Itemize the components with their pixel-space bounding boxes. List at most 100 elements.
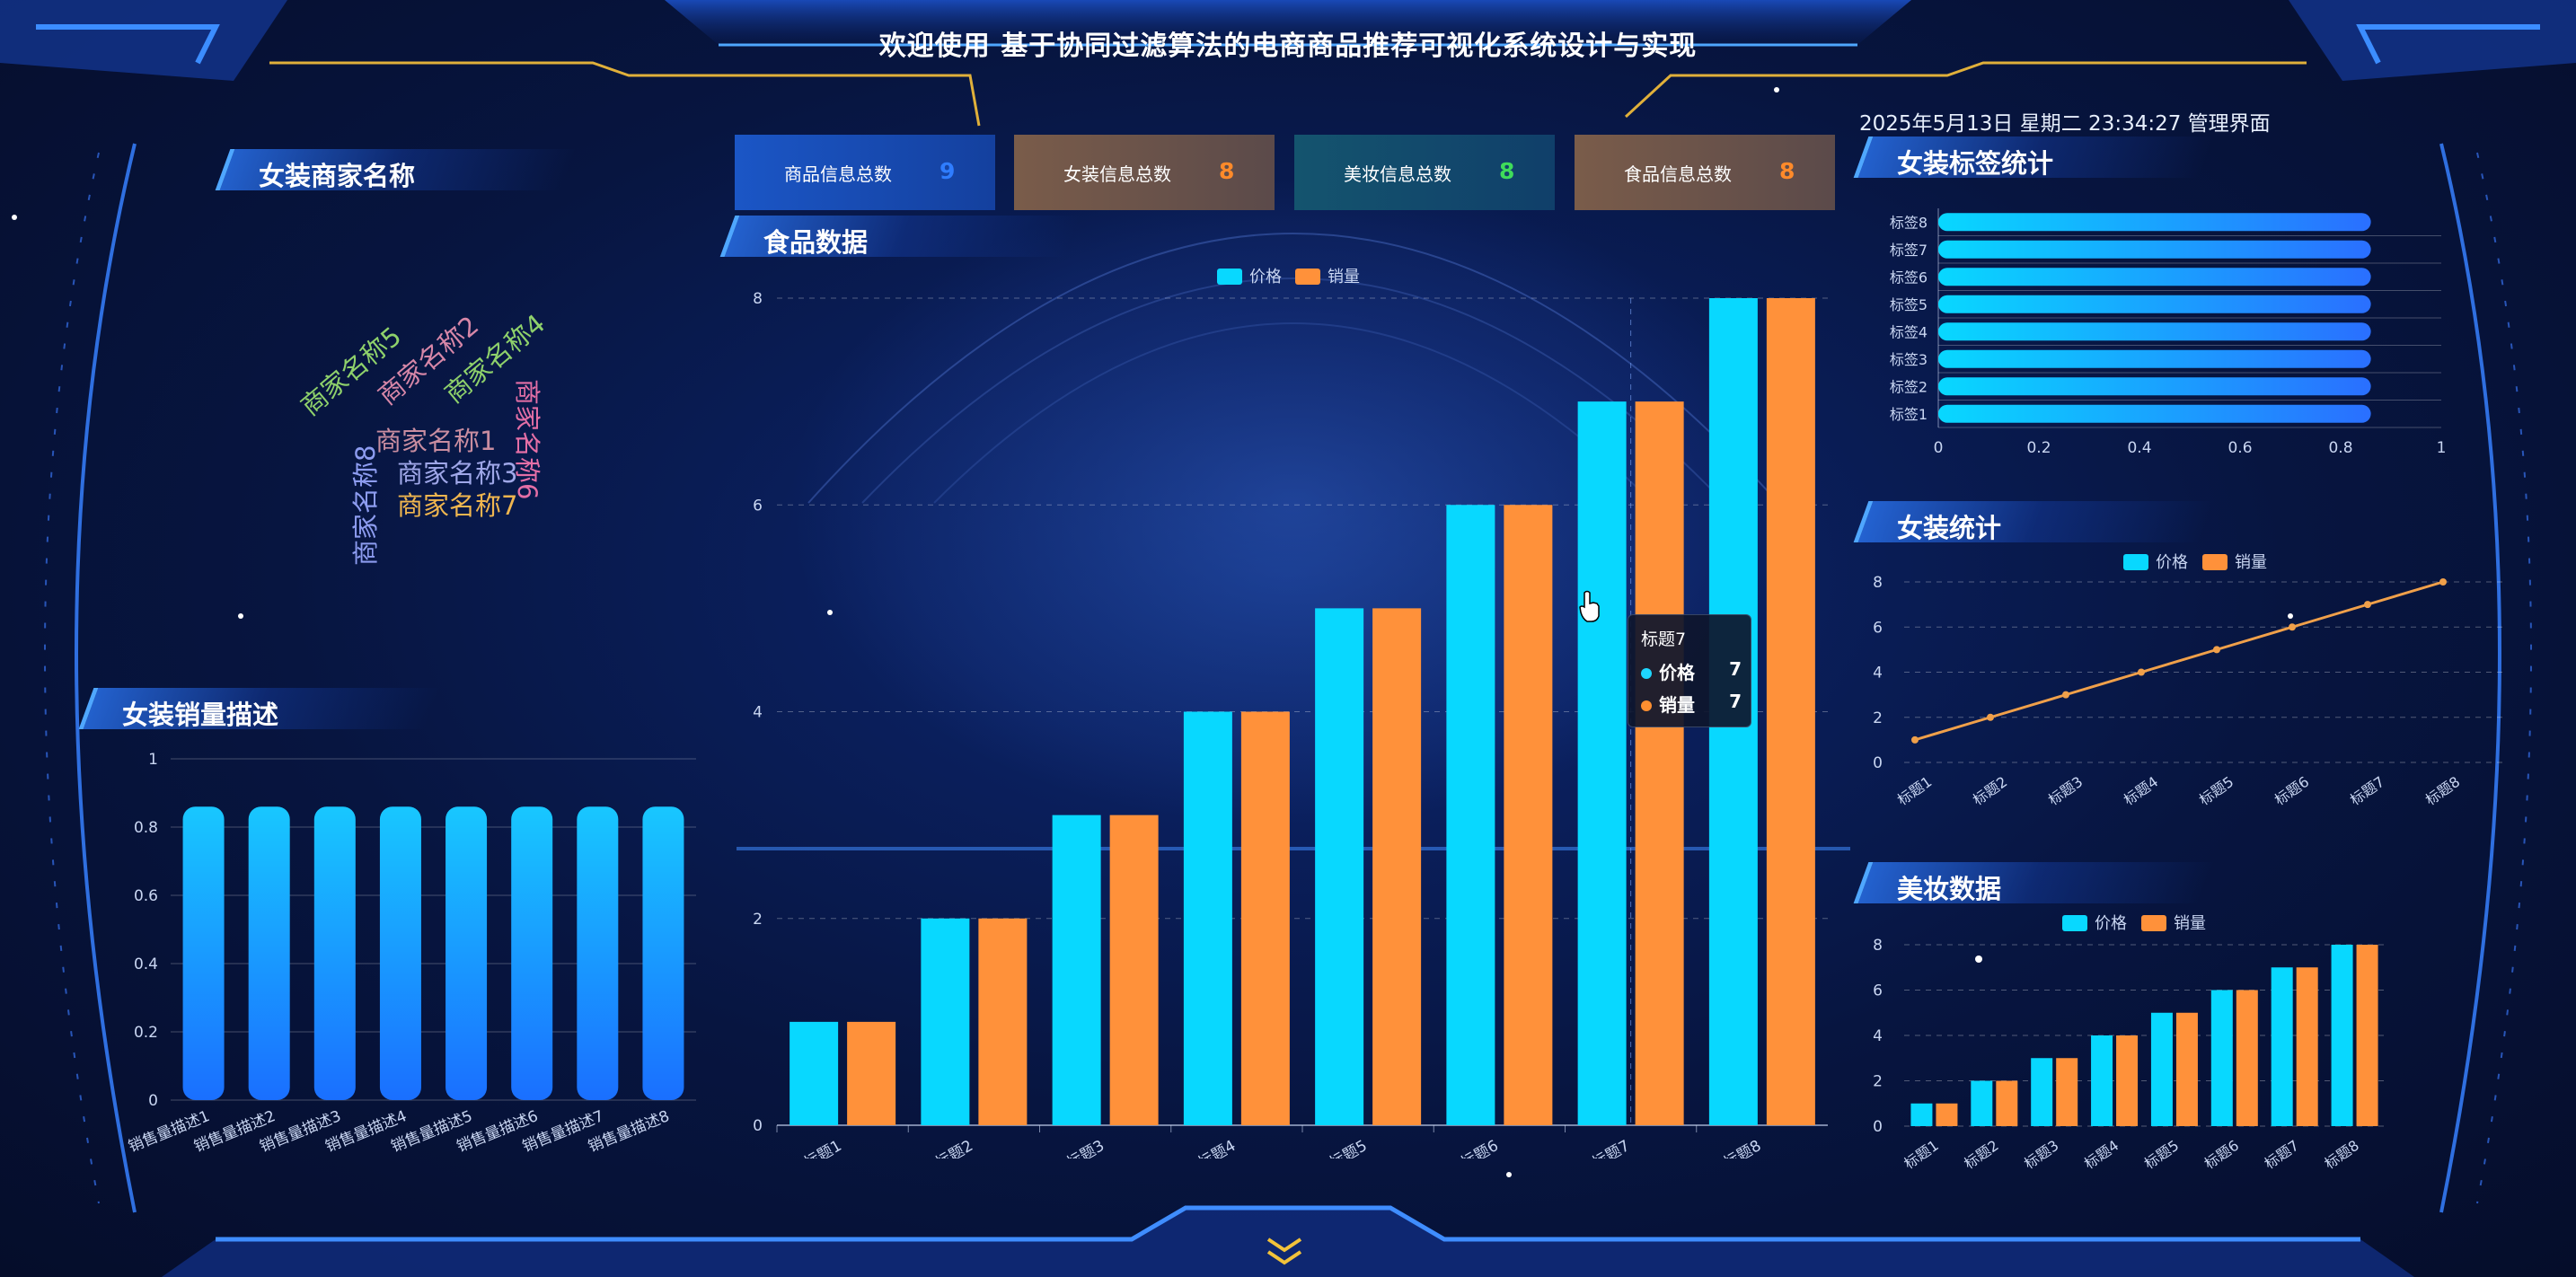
line-sales bbox=[1914, 580, 2444, 742]
x-tick-label: 标题7 bbox=[2262, 1137, 2302, 1173]
tooltip-row-price: 价格 7 bbox=[1641, 658, 1742, 684]
sales-desc-chart: 00.20.40.60.81销售量描述1销售量描述2销售量描述3销售量描述4销售… bbox=[126, 751, 696, 1157]
x-tick-label: 标题6 bbox=[2272, 773, 2312, 809]
bar-sales bbox=[1936, 1103, 1958, 1126]
bar bbox=[1938, 377, 2371, 396]
word-merchant-6: 商家名称6 bbox=[512, 379, 543, 500]
panel-title-sales-desc: 女装销量描述 bbox=[78, 688, 446, 730]
bar bbox=[642, 806, 684, 1100]
bar-sales bbox=[2116, 1035, 2139, 1126]
tooltip-title: 标题7 bbox=[1641, 630, 1687, 649]
y-tick-label: 0.4 bbox=[134, 956, 158, 973]
merchant-wordcloud: 商家名称5 商家名称2 商家名称4 商家名称1 商家名称3 商家名称7 商家名称… bbox=[269, 296, 593, 602]
stat-value: 8 bbox=[1499, 158, 1515, 184]
x-tick-label: 0.6 bbox=[2228, 439, 2252, 457]
bar bbox=[577, 806, 619, 1100]
x-tick-label: 标题5 bbox=[2196, 773, 2236, 809]
stat-value: 8 bbox=[1219, 158, 1235, 184]
y-tick-label: 2 bbox=[1873, 1073, 1883, 1091]
x-tick-label: 0.4 bbox=[2127, 439, 2151, 457]
tags-chart: 0 0.2 0.4 0.6 0.8 1 标签1 标签2 标签3 标签4 标签5 标签6 标签7 标签8 bbox=[1890, 208, 2447, 457]
stat-label: 商品信息总数 bbox=[784, 163, 892, 185]
x-tick-label: 标题8 bbox=[2321, 1137, 2361, 1173]
x-tick-label: 标题6 bbox=[2201, 1137, 2242, 1173]
panel-title-food: 食品数据 bbox=[719, 216, 1087, 258]
bar bbox=[1938, 404, 2371, 423]
bar-price bbox=[2210, 990, 2233, 1126]
point-sales bbox=[2213, 646, 2220, 654]
x-tick-label: 标题3 bbox=[2021, 1137, 2061, 1173]
y-tick-label: 0 bbox=[1873, 754, 1883, 772]
bar-sales bbox=[1109, 815, 1159, 1125]
stat-card-beauty[interactable]: 美妆信息总数 8 bbox=[1294, 135, 1555, 210]
legend-sales[interactable]: 销量 bbox=[2141, 911, 2206, 934]
x-tick-label: 标题7 bbox=[1589, 1137, 1633, 1158]
y-tick-label: 标签1 bbox=[1890, 406, 1928, 423]
bar-price bbox=[1577, 401, 1627, 1125]
bar-price bbox=[1971, 1080, 1993, 1126]
y-tick-label: 2 bbox=[1873, 709, 1883, 727]
legend-sales[interactable]: 销量 bbox=[2202, 550, 2267, 573]
x-tick-label: 标题8 bbox=[2422, 773, 2463, 809]
bar-sales bbox=[1996, 1080, 2018, 1126]
legend-swatch bbox=[2202, 554, 2228, 570]
word-merchant-1: 商家名称1 bbox=[375, 426, 497, 456]
bar bbox=[1938, 213, 2371, 232]
bar bbox=[1938, 240, 2371, 259]
stat-value: 8 bbox=[1779, 158, 1795, 184]
y-tick-label: 0.8 bbox=[134, 819, 158, 837]
chart-tooltip: 标题7 价格 7 销量 7 bbox=[1628, 614, 1751, 727]
x-tick-label: 标题2 bbox=[932, 1137, 976, 1158]
stat-label: 女装信息总数 bbox=[1063, 163, 1171, 185]
legend-swatch bbox=[2141, 915, 2166, 931]
bar-sales bbox=[1504, 505, 1553, 1125]
legend-price[interactable]: 价格 bbox=[1217, 264, 1282, 287]
y-tick-label: 2 bbox=[753, 911, 763, 929]
stat-card-womenswear[interactable]: 女装信息总数 8 bbox=[1014, 135, 1275, 210]
y-tick-label: 标签8 bbox=[1890, 214, 1928, 231]
legend-sales[interactable]: 销量 bbox=[1295, 264, 1360, 287]
stat-value: 9 bbox=[940, 158, 956, 184]
bar-price bbox=[2091, 1035, 2113, 1126]
bar-sales bbox=[1372, 608, 1422, 1125]
datetime-display: 2025年5月13日 星期二 23:34:27 管理界面 bbox=[1859, 112, 2271, 136]
point-sales bbox=[1987, 713, 1994, 721]
bar-price bbox=[790, 1021, 839, 1125]
y-tick-label: 标签7 bbox=[1890, 242, 1928, 259]
legend-price[interactable]: 价格 bbox=[2062, 911, 2127, 934]
women-stats-chart: 0 2 4 6 8 标题1 标题2 标题3 标题4 标题5 标题6 标题7 标题8 bbox=[1873, 574, 2508, 809]
y-tick-label: 4 bbox=[1873, 665, 1883, 683]
legend-price[interactable]: 价格 bbox=[2123, 550, 2188, 573]
bar-price bbox=[2150, 1012, 2173, 1126]
bar bbox=[1938, 295, 2371, 313]
page-title: 欢迎使用 基于协同过滤算法的电商商品推荐可视化系统设计与实现 bbox=[878, 31, 1698, 62]
stat-label: 美妆信息总数 bbox=[1344, 163, 1451, 185]
x-tick-label: 1 bbox=[2437, 439, 2447, 457]
bar-sales bbox=[2356, 945, 2378, 1126]
y-tick-label: 0 bbox=[1873, 1118, 1883, 1136]
y-tick-label: 0 bbox=[148, 1092, 158, 1110]
bar bbox=[248, 806, 290, 1100]
bar-price bbox=[2031, 1058, 2053, 1126]
beauty-data-chart: 0 2 4 6 8 标题1 标题2 标题3 标题4 标题5 标题6 标题7 标题8 bbox=[1873, 937, 2385, 1173]
legend-swatch bbox=[1295, 269, 1320, 285]
point-sales bbox=[2289, 623, 2296, 631]
bar bbox=[1938, 349, 2371, 368]
panel-title-beauty: 美妆数据 bbox=[1853, 862, 2220, 904]
stat-card-products[interactable]: 商品信息总数 9 bbox=[735, 135, 995, 210]
bar-price bbox=[921, 918, 970, 1125]
point-sales bbox=[2138, 668, 2145, 676]
y-tick-label: 1 bbox=[148, 751, 158, 769]
tooltip-row-sales: 销量 7 bbox=[1641, 691, 1742, 717]
bar-price bbox=[1052, 815, 1101, 1125]
bar-sales bbox=[1766, 298, 1815, 1125]
legend-swatch bbox=[2062, 915, 2087, 931]
y-tick-label: 8 bbox=[753, 290, 763, 308]
y-tick-label: 6 bbox=[1873, 619, 1883, 637]
stat-card-food[interactable]: 食品信息总数 8 bbox=[1575, 135, 1835, 210]
bar-sales bbox=[2296, 967, 2318, 1126]
x-tick-label: 标题1 bbox=[1901, 1137, 1941, 1173]
hand-cursor-icon bbox=[1579, 590, 1600, 622]
x-tick-label: 标题1 bbox=[1894, 773, 1935, 809]
x-tick-label: 标题3 bbox=[2045, 773, 2086, 809]
